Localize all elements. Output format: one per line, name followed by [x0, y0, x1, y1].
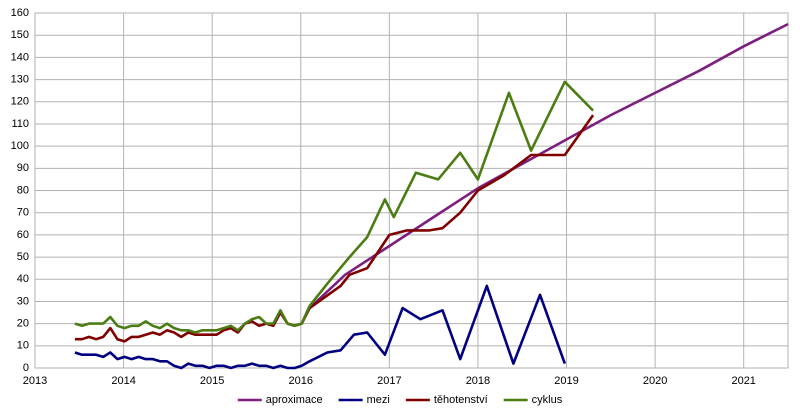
y-tick-label: 90 [17, 162, 29, 174]
y-tick-label: 150 [11, 29, 29, 41]
x-tick-label: 2019 [554, 375, 578, 387]
legend-label: těhotenství [434, 394, 488, 406]
y-tick-label: 60 [17, 229, 29, 241]
series-line [74, 284, 567, 370]
y-tick-label: 50 [17, 251, 29, 263]
y-tick-label: 10 [17, 340, 29, 352]
series-line [308, 22, 789, 310]
y-tick-label: 130 [11, 73, 29, 85]
x-tick-label: 2020 [643, 375, 667, 387]
y-tick-label: 40 [17, 273, 29, 285]
x-tick-label: 2017 [377, 375, 401, 387]
x-tick-label: 2016 [289, 375, 313, 387]
x-tick-label: 2018 [466, 375, 490, 387]
x-tick-label: 2021 [731, 375, 755, 387]
x-tick-label: 2015 [200, 375, 224, 387]
y-tick-label: 70 [17, 207, 29, 219]
y-tick-label: 140 [11, 51, 29, 63]
y-tick-label: 30 [17, 295, 29, 307]
y-tick-label: 100 [11, 140, 29, 152]
y-tick-label: 80 [17, 184, 29, 196]
y-tick-label: 120 [11, 96, 29, 108]
legend-label: cyklus [532, 394, 563, 406]
series-line [74, 114, 595, 343]
legend-label: mezi [367, 394, 390, 406]
y-tick-label: 160 [11, 7, 29, 19]
x-tick-label: 2013 [23, 375, 47, 387]
legend-label: aproximace [266, 394, 323, 406]
y-tick-label: 20 [17, 318, 29, 330]
y-tick-label: 0 [23, 362, 29, 374]
plot-frame [34, 12, 789, 369]
y-tick-label: 110 [11, 118, 29, 130]
series-line [74, 80, 595, 334]
x-tick-label: 2014 [111, 375, 135, 387]
